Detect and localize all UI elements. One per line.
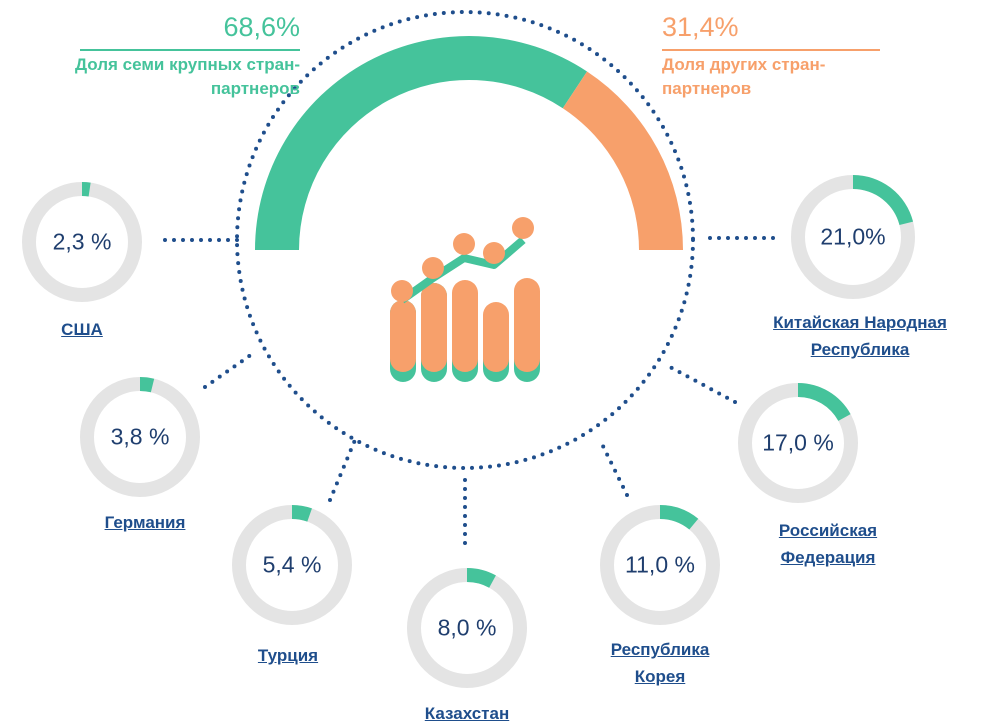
donut-value: 5,4 % [262, 551, 322, 578]
gauge-segment [562, 71, 683, 250]
country-name: Республика Корея [610, 640, 710, 686]
connector [203, 350, 257, 389]
donut-value: 8,0 % [437, 614, 497, 641]
donut-segment [660, 505, 699, 530]
donut-value: 11,0 % [625, 551, 695, 578]
donut-segment [798, 383, 851, 421]
country-name: Китайская Народная Республика [773, 313, 947, 359]
donut-segment [292, 505, 312, 522]
donut-value: 3,8 % [110, 423, 170, 450]
connector [328, 438, 357, 502]
dotted-circle [235, 10, 695, 470]
donut-value: 17,0 % [762, 429, 834, 456]
country-name: Российская Федерация [778, 521, 878, 567]
connector [668, 365, 737, 404]
gauge-segment [255, 36, 588, 251]
country-name: Германия [104, 513, 186, 532]
connectors [163, 236, 777, 547]
donut-segment [82, 182, 91, 197]
donut-value: 2,3 % [52, 228, 112, 255]
donut-segment [853, 175, 914, 226]
donut-segment [140, 377, 155, 393]
donut-value: 21,0% [820, 223, 886, 250]
donut-segment [467, 568, 496, 588]
chart-icon [390, 217, 540, 382]
country-name: Турция [257, 646, 319, 665]
share-value: 68,6% [223, 12, 300, 42]
share-label: Доля других стран-партнеров [662, 55, 826, 98]
share-label: Доля семи крупных стран-партнеров [74, 55, 300, 98]
country-name: США [61, 320, 103, 339]
country-name: Казахстан [424, 704, 510, 723]
connector [598, 438, 629, 497]
share-value: 31,4% [662, 12, 739, 42]
